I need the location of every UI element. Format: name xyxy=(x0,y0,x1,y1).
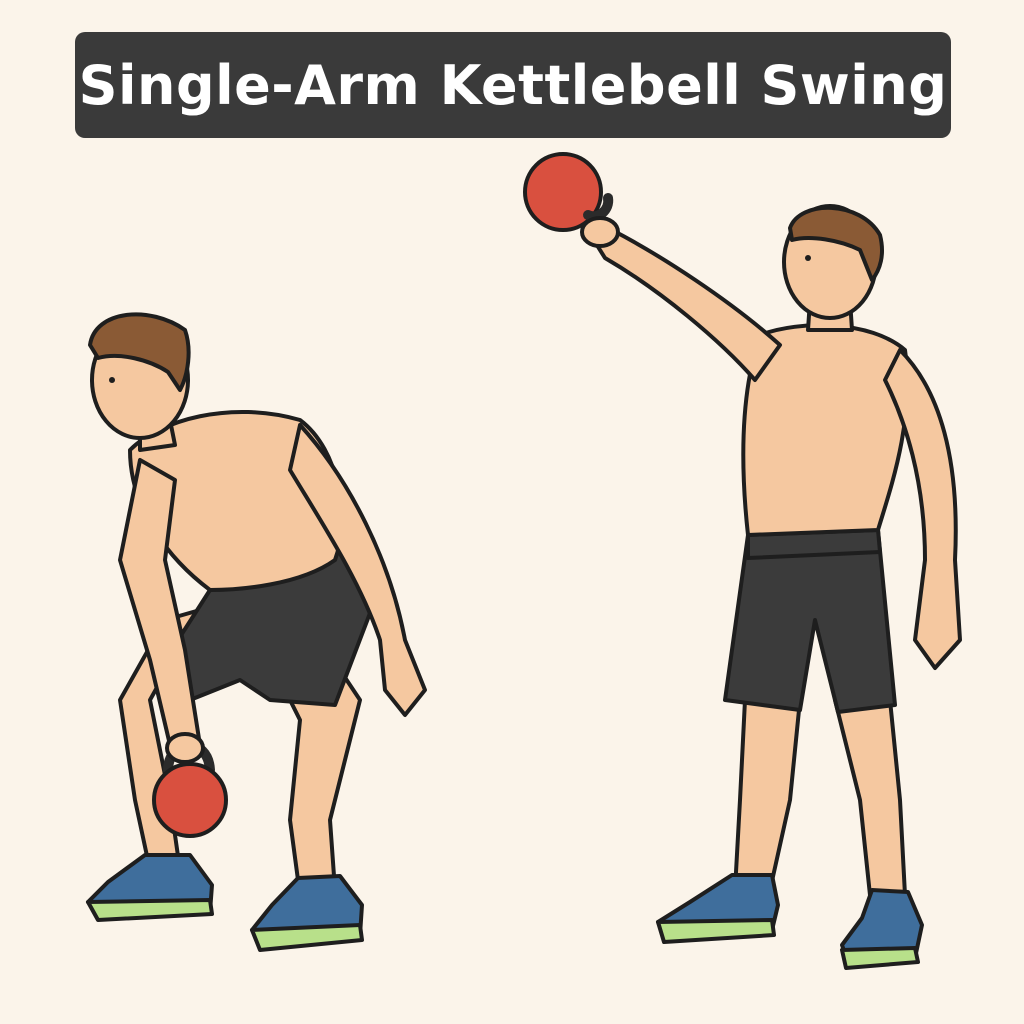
right-figure-gripping-hand xyxy=(580,216,620,248)
starting-position-figure xyxy=(86,312,427,952)
right-figure-right-sole xyxy=(840,946,920,970)
page-title: Single-Arm Kettlebell Swing xyxy=(78,53,948,117)
left-figure-rear-sole xyxy=(250,923,364,952)
left-figure-rear-arm xyxy=(288,423,427,717)
right-figure-right-leg xyxy=(833,698,907,897)
left-figure-hair xyxy=(88,312,191,392)
right-figure-hair xyxy=(788,205,884,282)
top-position-figure xyxy=(523,152,962,970)
left-figure-gripping-hand xyxy=(165,732,205,764)
left-figure-eye xyxy=(109,377,115,383)
title-banner: Single-Arm Kettlebell Swing xyxy=(75,32,951,138)
right-figure-kettlebell xyxy=(523,152,603,232)
right-figure-shorts xyxy=(723,528,897,714)
right-figure-left-sole xyxy=(656,918,776,944)
right-figure-eye xyxy=(805,255,811,261)
left-figure-kettlebell xyxy=(152,762,228,838)
right-figure-kettlebell-handle xyxy=(583,193,614,222)
left-figure-torso xyxy=(128,409,344,592)
left-figure-front-sole xyxy=(86,898,214,922)
right-figure-left-leg xyxy=(733,698,802,892)
right-figure-raised-arm xyxy=(593,228,782,382)
right-figure-hanging-arm xyxy=(883,348,962,670)
